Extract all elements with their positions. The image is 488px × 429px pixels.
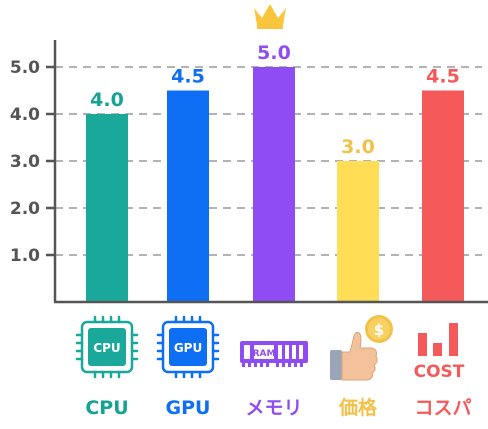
bar [167, 90, 209, 302]
data-label: 4.0 [90, 89, 124, 111]
coin-dollar-sign: $ [374, 321, 384, 339]
y-tick-label: 4.0 [10, 105, 40, 125]
y-tick-label: 1.0 [10, 246, 40, 266]
data-label: 5.0 [257, 42, 291, 64]
category-label: メモリ [245, 397, 302, 419]
gpu-chip-text: GPU [174, 341, 202, 355]
category-labels: CPU GPU メモリ 価格 コスパ [85, 396, 471, 419]
cost-text: COST [414, 362, 465, 382]
y-tick-label: 3.0 [10, 152, 40, 172]
crown-icon [254, 4, 286, 29]
bar [422, 90, 464, 302]
ram-module-icon: RAM [240, 341, 308, 367]
y-tick-label: 5.0 [10, 58, 40, 78]
cpu-chip-text: CPU [93, 341, 120, 355]
bars [86, 67, 464, 302]
bar [337, 161, 379, 302]
data-label: 3.0 [341, 136, 375, 158]
y-tick-label: 2.0 [10, 199, 40, 219]
y-axis-ticks: 1.0 2.0 3.0 4.0 5.0 [10, 58, 55, 266]
data-label: 4.5 [426, 66, 460, 88]
bar [253, 67, 295, 302]
category-label: 価格 [338, 396, 378, 419]
gpu-chip-icon: GPU [156, 315, 220, 379]
data-label: 4.5 [171, 66, 205, 88]
category-label: CPU [85, 397, 128, 419]
ram-module-text: RAM [253, 349, 276, 359]
bar [86, 114, 128, 302]
data-labels: 4.0 4.5 5.0 3.0 4.5 [90, 42, 460, 158]
category-label: GPU [166, 397, 211, 419]
category-label: コスパ [414, 397, 471, 419]
cost-bars-icon: COST [414, 323, 465, 382]
thumbs-up-coin-icon: $ [330, 315, 393, 381]
cpu-chip-icon: CPU [75, 315, 139, 379]
